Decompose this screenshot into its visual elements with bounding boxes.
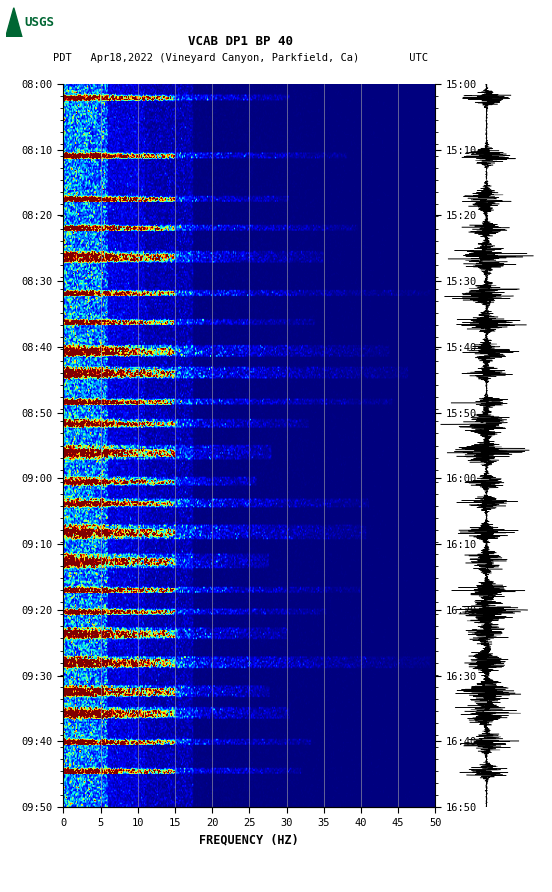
Text: VCAB DP1 BP 40: VCAB DP1 BP 40 bbox=[188, 36, 293, 48]
X-axis label: FREQUENCY (HZ): FREQUENCY (HZ) bbox=[199, 833, 299, 847]
Text: PDT   Apr18,2022 (Vineyard Canyon, Parkfield, Ca)        UTC: PDT Apr18,2022 (Vineyard Canyon, Parkfie… bbox=[52, 53, 428, 63]
Polygon shape bbox=[6, 8, 22, 37]
Text: USGS: USGS bbox=[25, 16, 55, 29]
